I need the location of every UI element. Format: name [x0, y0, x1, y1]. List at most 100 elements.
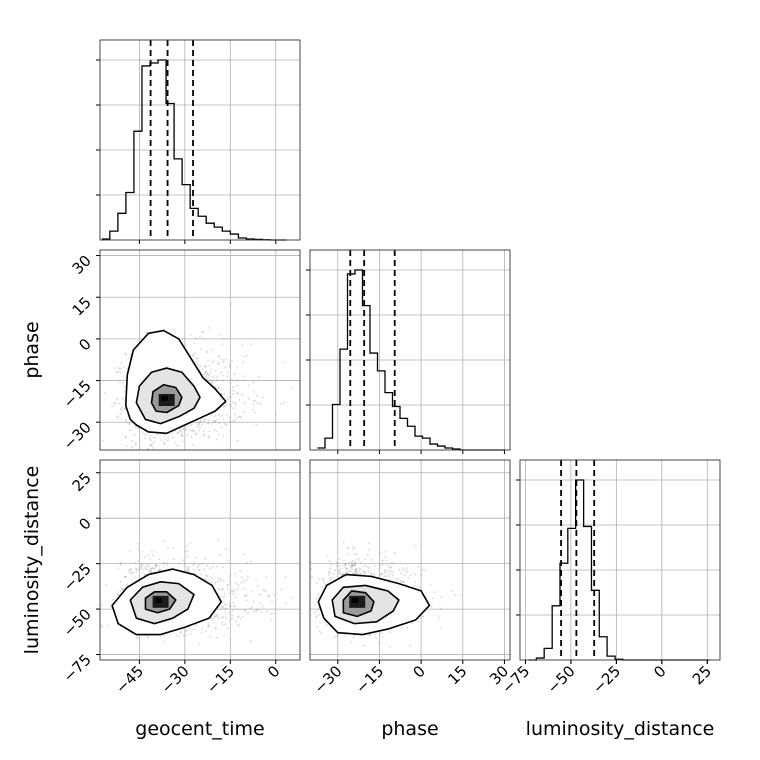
sample-point: [148, 569, 151, 572]
sample-point: [226, 414, 229, 417]
sample-point: [232, 393, 235, 396]
y-tick-label: −15: [60, 377, 95, 412]
sample-point: [354, 558, 357, 561]
sample-point: [461, 593, 464, 596]
sample-point: [118, 367, 121, 370]
sample-point: [229, 604, 232, 607]
sample-point: [185, 565, 188, 568]
sample-point: [129, 568, 132, 571]
sample-point: [381, 559, 384, 562]
sample-point: [259, 402, 262, 405]
sample-point: [191, 443, 194, 446]
sample-point: [218, 588, 221, 591]
sample-point: [334, 635, 337, 638]
sample-point: [119, 367, 122, 370]
sample-point: [210, 414, 213, 417]
sample-point: [208, 579, 211, 582]
sample-point: [186, 628, 189, 631]
sample-point: [137, 542, 140, 545]
sample-point: [221, 357, 224, 360]
sample-point: [223, 595, 226, 598]
sample-point: [245, 561, 248, 564]
sample-point: [367, 634, 370, 637]
sample-point: [242, 588, 245, 591]
sample-point: [301, 620, 303, 622]
sample-point: [192, 564, 195, 567]
sample-point: [246, 575, 249, 578]
y-tick-label: 25: [69, 469, 95, 495]
sample-point: [344, 563, 347, 566]
sample-point: [163, 433, 166, 436]
scatter-panel-phase-luminosity_distance: [301, 459, 511, 661]
sample-point: [230, 302, 233, 305]
sample-point: [122, 365, 125, 368]
sample-point: [158, 569, 161, 572]
sample-point: [214, 613, 217, 616]
sample-point: [346, 569, 349, 572]
sample-point: [178, 430, 181, 433]
sample-point: [317, 613, 320, 616]
sample-point: [346, 552, 349, 555]
sample-point: [189, 333, 192, 336]
sample-point: [223, 634, 226, 637]
sample-point: [176, 431, 179, 434]
sample-point: [149, 444, 152, 447]
sample-point: [134, 444, 137, 447]
sample-point: [235, 596, 238, 599]
sample-point: [121, 406, 124, 409]
sample-point: [126, 421, 129, 424]
sample-point: [385, 575, 388, 578]
sample-point: [116, 397, 119, 400]
sample-point: [188, 429, 191, 432]
sample-point: [217, 580, 220, 583]
sample-point: [241, 393, 244, 396]
sample-point: [257, 608, 260, 611]
sample-point: [228, 575, 231, 578]
sample-point: [291, 386, 294, 389]
x-tick-label: −15: [352, 662, 387, 697]
sample-point: [183, 562, 186, 565]
sample-point: [329, 564, 332, 567]
x-tick-label: 0: [409, 662, 428, 681]
sample-point: [146, 636, 149, 639]
sample-point: [123, 575, 126, 578]
sample-point: [364, 570, 367, 573]
sample-point: [216, 636, 219, 639]
sample-point: [284, 601, 287, 604]
sample-point: [157, 568, 160, 571]
sample-point: [324, 583, 327, 586]
sample-point: [137, 568, 140, 571]
sample-point: [353, 553, 356, 556]
density-layer: [102, 302, 294, 450]
sample-point: [253, 399, 256, 402]
sample-point: [261, 605, 264, 608]
sample-point: [338, 564, 341, 567]
sample-point: [316, 609, 319, 612]
sample-point: [124, 418, 127, 421]
sample-point: [123, 407, 126, 410]
sample-point: [231, 359, 234, 362]
sample-point: [220, 621, 223, 624]
sample-point: [137, 548, 140, 551]
sample-point: [390, 562, 393, 565]
x-tick-label: −30: [310, 662, 345, 697]
sample-point: [262, 588, 265, 591]
sample-point: [128, 356, 131, 359]
sample-point: [357, 557, 360, 560]
sample-point: [196, 357, 199, 360]
sample-point: [197, 423, 200, 426]
sample-point: [336, 633, 339, 636]
sample-point: [432, 597, 435, 600]
sample-point: [109, 606, 112, 609]
sample-point: [328, 571, 331, 574]
sample-point: [315, 615, 318, 618]
sample-point: [224, 623, 227, 626]
sample-point: [351, 548, 354, 551]
sample-point: [211, 361, 214, 364]
sample-point: [236, 439, 239, 442]
sample-point: [120, 587, 123, 590]
sample-point: [189, 541, 192, 544]
sample-point: [383, 575, 386, 578]
sample-point: [384, 555, 387, 558]
sample-point: [357, 559, 360, 562]
